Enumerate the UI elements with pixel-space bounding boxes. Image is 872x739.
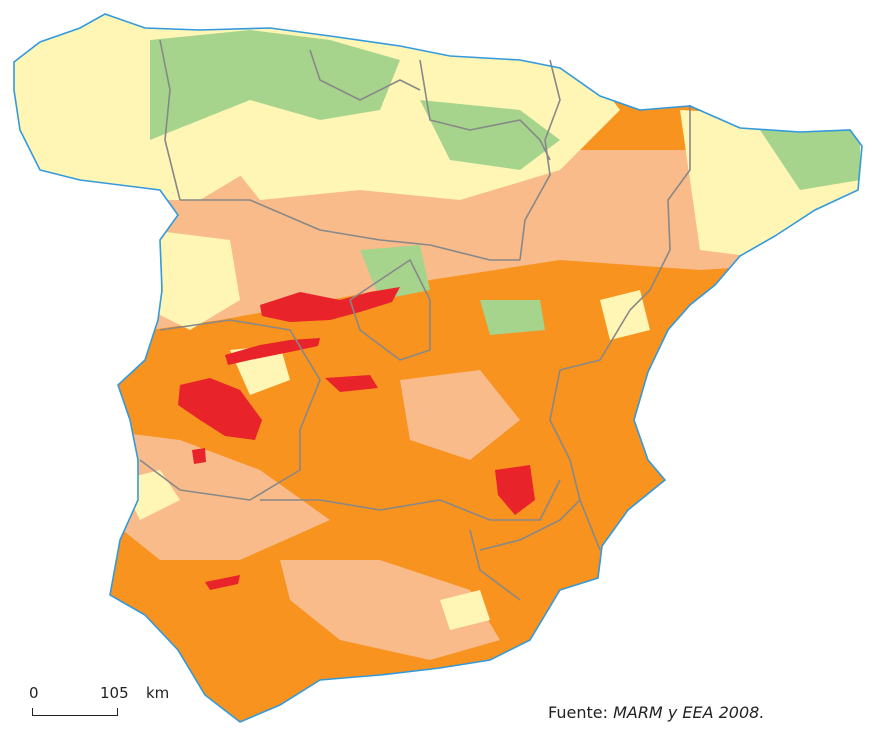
border-asturias-cantabria <box>309 49 421 101</box>
source-credit: Fuente: MARM y EEA 2008. <box>548 703 764 722</box>
class-5-zone-ridge-2 <box>225 338 320 365</box>
border-castile-leon-south <box>180 199 520 261</box>
coastline <box>13 13 863 723</box>
class-5-patch-4 <box>192 448 206 464</box>
class-2-patch-4 <box>440 590 490 630</box>
class-1-patch-2 <box>480 300 545 335</box>
class-5-patch-2 <box>495 465 535 515</box>
class-5-patch-1 <box>325 375 378 392</box>
border-castile-la-mancha-south <box>260 479 561 521</box>
class-2-zone-west <box>150 230 240 330</box>
border-murcia <box>479 499 581 551</box>
scale-unit-label: km <box>146 684 170 702</box>
source-reference: MARM y EEA 2008. <box>613 703 765 722</box>
scale-bar-line <box>32 708 118 716</box>
border-madrid <box>349 259 431 361</box>
class-1-zone-cantabria <box>150 30 400 140</box>
border-navarre-aragon <box>519 59 561 261</box>
scale-end-label: 105 <box>100 684 129 702</box>
class-3-zone-center <box>400 370 520 460</box>
border-galicia <box>159 39 181 201</box>
class-1-zone-pyrenees <box>760 130 860 190</box>
source-prefix: Fuente: <box>548 703 608 722</box>
border-aragon-catalonia <box>629 105 691 311</box>
class-1-zone-basque <box>420 100 560 170</box>
class-1-patch-1 <box>360 245 430 300</box>
scale-start-label: 0 <box>29 684 39 702</box>
class-5-zone-central-ridge <box>260 287 400 322</box>
border-basque-navarre <box>419 59 551 161</box>
border-extremadura <box>139 319 321 501</box>
class-5-zone-extremadura <box>178 378 262 440</box>
scale-bar: 0 105 km <box>22 684 182 734</box>
class-3-zone-south <box>280 560 500 660</box>
border-andalusia-murcia <box>469 529 521 601</box>
regional-borders <box>139 39 691 601</box>
class-5-patch-3 <box>205 575 240 590</box>
